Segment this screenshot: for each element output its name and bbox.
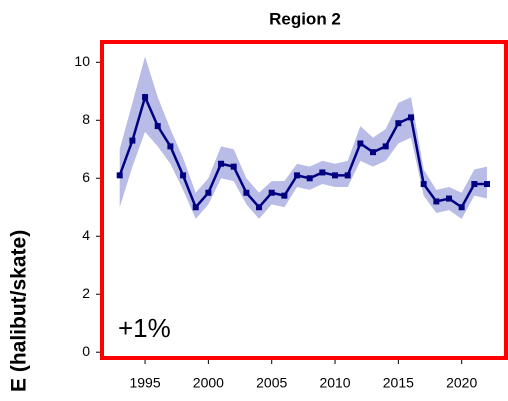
point [230,163,237,170]
point [395,120,402,127]
point [180,172,187,179]
point [256,204,263,211]
x-tick-label: 2000 [193,375,224,391]
point [192,204,199,211]
point [294,172,301,179]
point [142,94,149,101]
y-tick-label: 10 [74,53,90,69]
point [268,189,275,196]
point [218,160,225,167]
plot-border [100,40,508,360]
point [458,204,465,211]
x-tick-label: 1995 [129,375,160,391]
point [129,137,136,144]
y-tick-label: 4 [82,227,90,243]
point [484,181,491,188]
point [332,172,339,179]
x-tick-label: 2015 [383,375,414,391]
point [167,143,174,150]
point [446,195,453,202]
point [344,172,351,179]
chart-title: Region 2 [269,9,341,28]
point [306,175,313,182]
y-tick-label: 8 [82,111,90,127]
annotation: +1% [118,313,171,343]
x-tick-label: 2005 [256,375,287,391]
y-tick-label: 0 [82,343,90,359]
point [116,172,123,179]
point [243,189,250,196]
point [420,181,427,188]
point [408,114,415,121]
confidence-band [119,56,488,219]
point [382,143,389,150]
point [281,192,288,199]
x-tick-label: 2020 [446,375,477,391]
x-tick-label: 2010 [319,375,350,391]
point [433,198,440,205]
point [471,181,478,188]
y-axis-label: E (halibut/skate) [8,230,31,392]
point [154,123,161,130]
y-tick-label: 6 [82,169,90,185]
point [319,169,326,176]
point [205,189,212,196]
point [370,149,377,156]
y-tick-label: 2 [82,285,90,301]
point [357,140,364,147]
